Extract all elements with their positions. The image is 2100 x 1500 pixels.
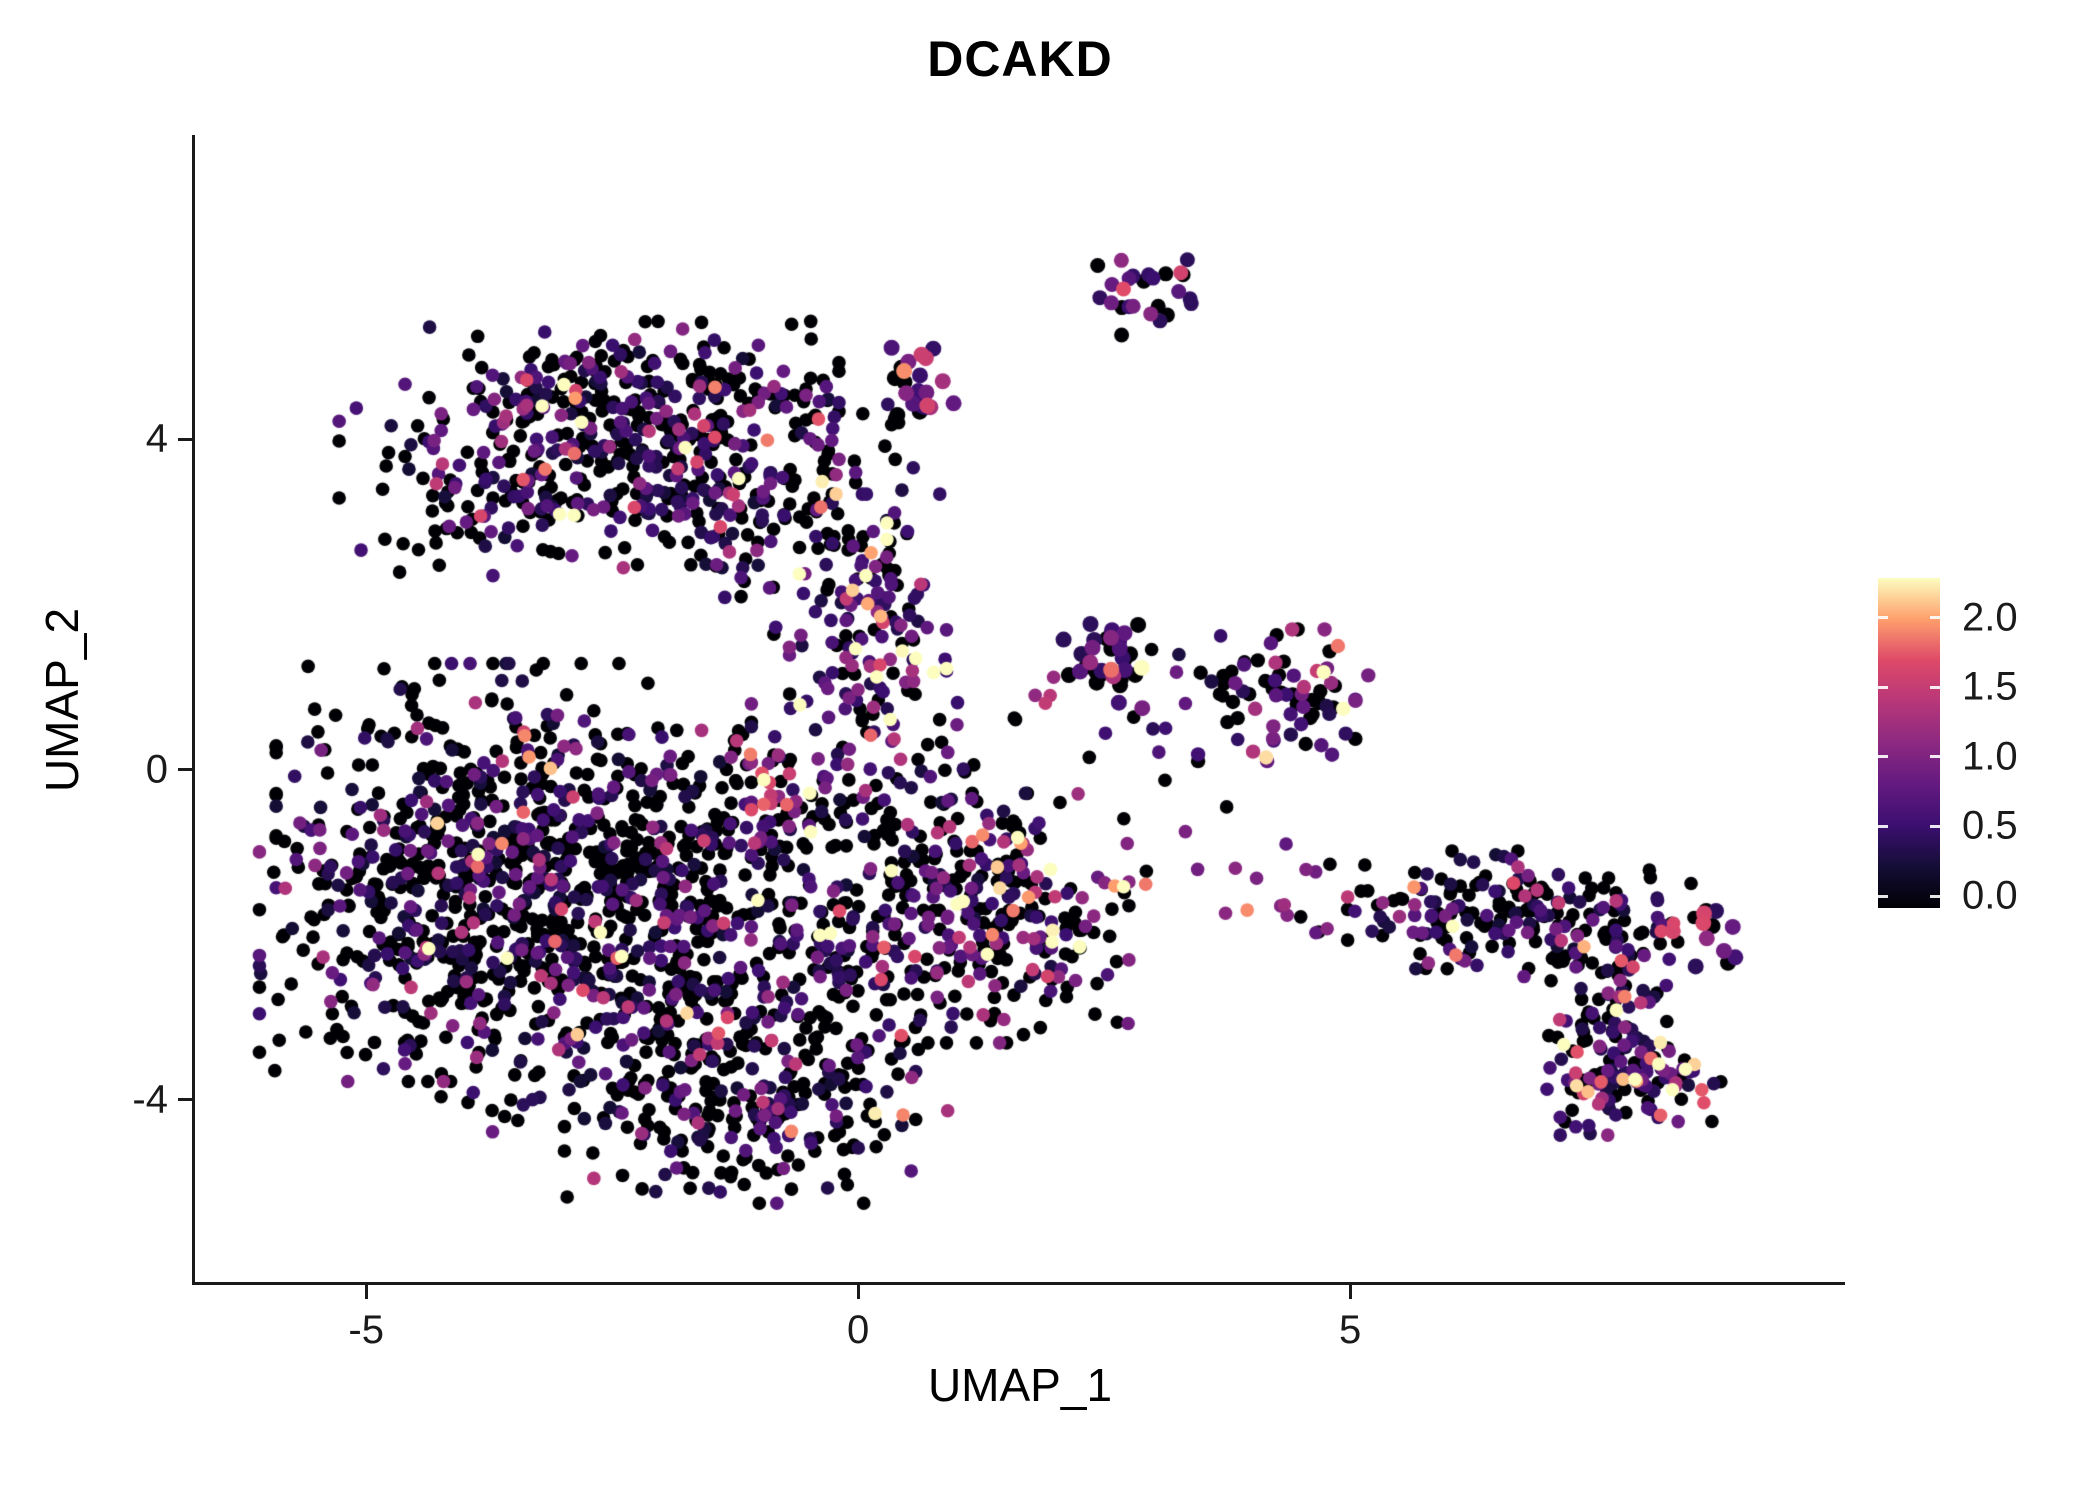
x-tick-label: 5 xyxy=(1338,1308,1362,1352)
colorbar-tick-mark xyxy=(1878,685,1888,689)
scatter-points-canvas xyxy=(195,135,1845,1282)
y-tick-label: 0 xyxy=(145,747,168,792)
colorbar-tick-label: 0.5 xyxy=(1962,803,2018,848)
colorbar-tick-mark xyxy=(1930,685,1940,689)
x-axis-line xyxy=(192,1282,1845,1285)
colorbar-tick-mark xyxy=(1878,894,1888,898)
x-tick-label: -5 xyxy=(348,1308,384,1352)
colorbar-tick-mark xyxy=(1930,824,1940,828)
colorbar-gradient xyxy=(1878,578,1940,908)
colorbar-tick-mark xyxy=(1930,894,1940,898)
y-tick-mark xyxy=(178,768,192,772)
x-tick-mark xyxy=(1348,1285,1352,1299)
y-axis-line xyxy=(192,135,195,1285)
colorbar-tick-mark xyxy=(1878,616,1888,620)
x-tick-label: 0 xyxy=(847,1308,870,1352)
x-axis-label: UMAP_1 xyxy=(927,1359,1113,1411)
colorbar-tick-label: 1.5 xyxy=(1962,664,2018,709)
x-tick-mark xyxy=(856,1285,860,1299)
colorbar-tick-label: 1.0 xyxy=(1962,734,2018,779)
x-tick-mark xyxy=(364,1285,368,1299)
y-tick-label: 4 xyxy=(145,416,168,461)
colorbar-tick-mark xyxy=(1878,824,1888,828)
y-tick-mark xyxy=(178,1098,192,1102)
colorbar-tick-label: 2.0 xyxy=(1962,595,2018,640)
y-tick-label: -4 xyxy=(132,1077,168,1122)
y-tick-mark xyxy=(178,437,192,441)
plot-title: DCAKD xyxy=(927,31,1113,87)
colorbar-tick-mark xyxy=(1930,616,1940,620)
colorbar-tick-mark xyxy=(1930,755,1940,759)
colorbar-tick-mark xyxy=(1878,755,1888,759)
colorbar-tick-label: 0.0 xyxy=(1962,873,2018,918)
